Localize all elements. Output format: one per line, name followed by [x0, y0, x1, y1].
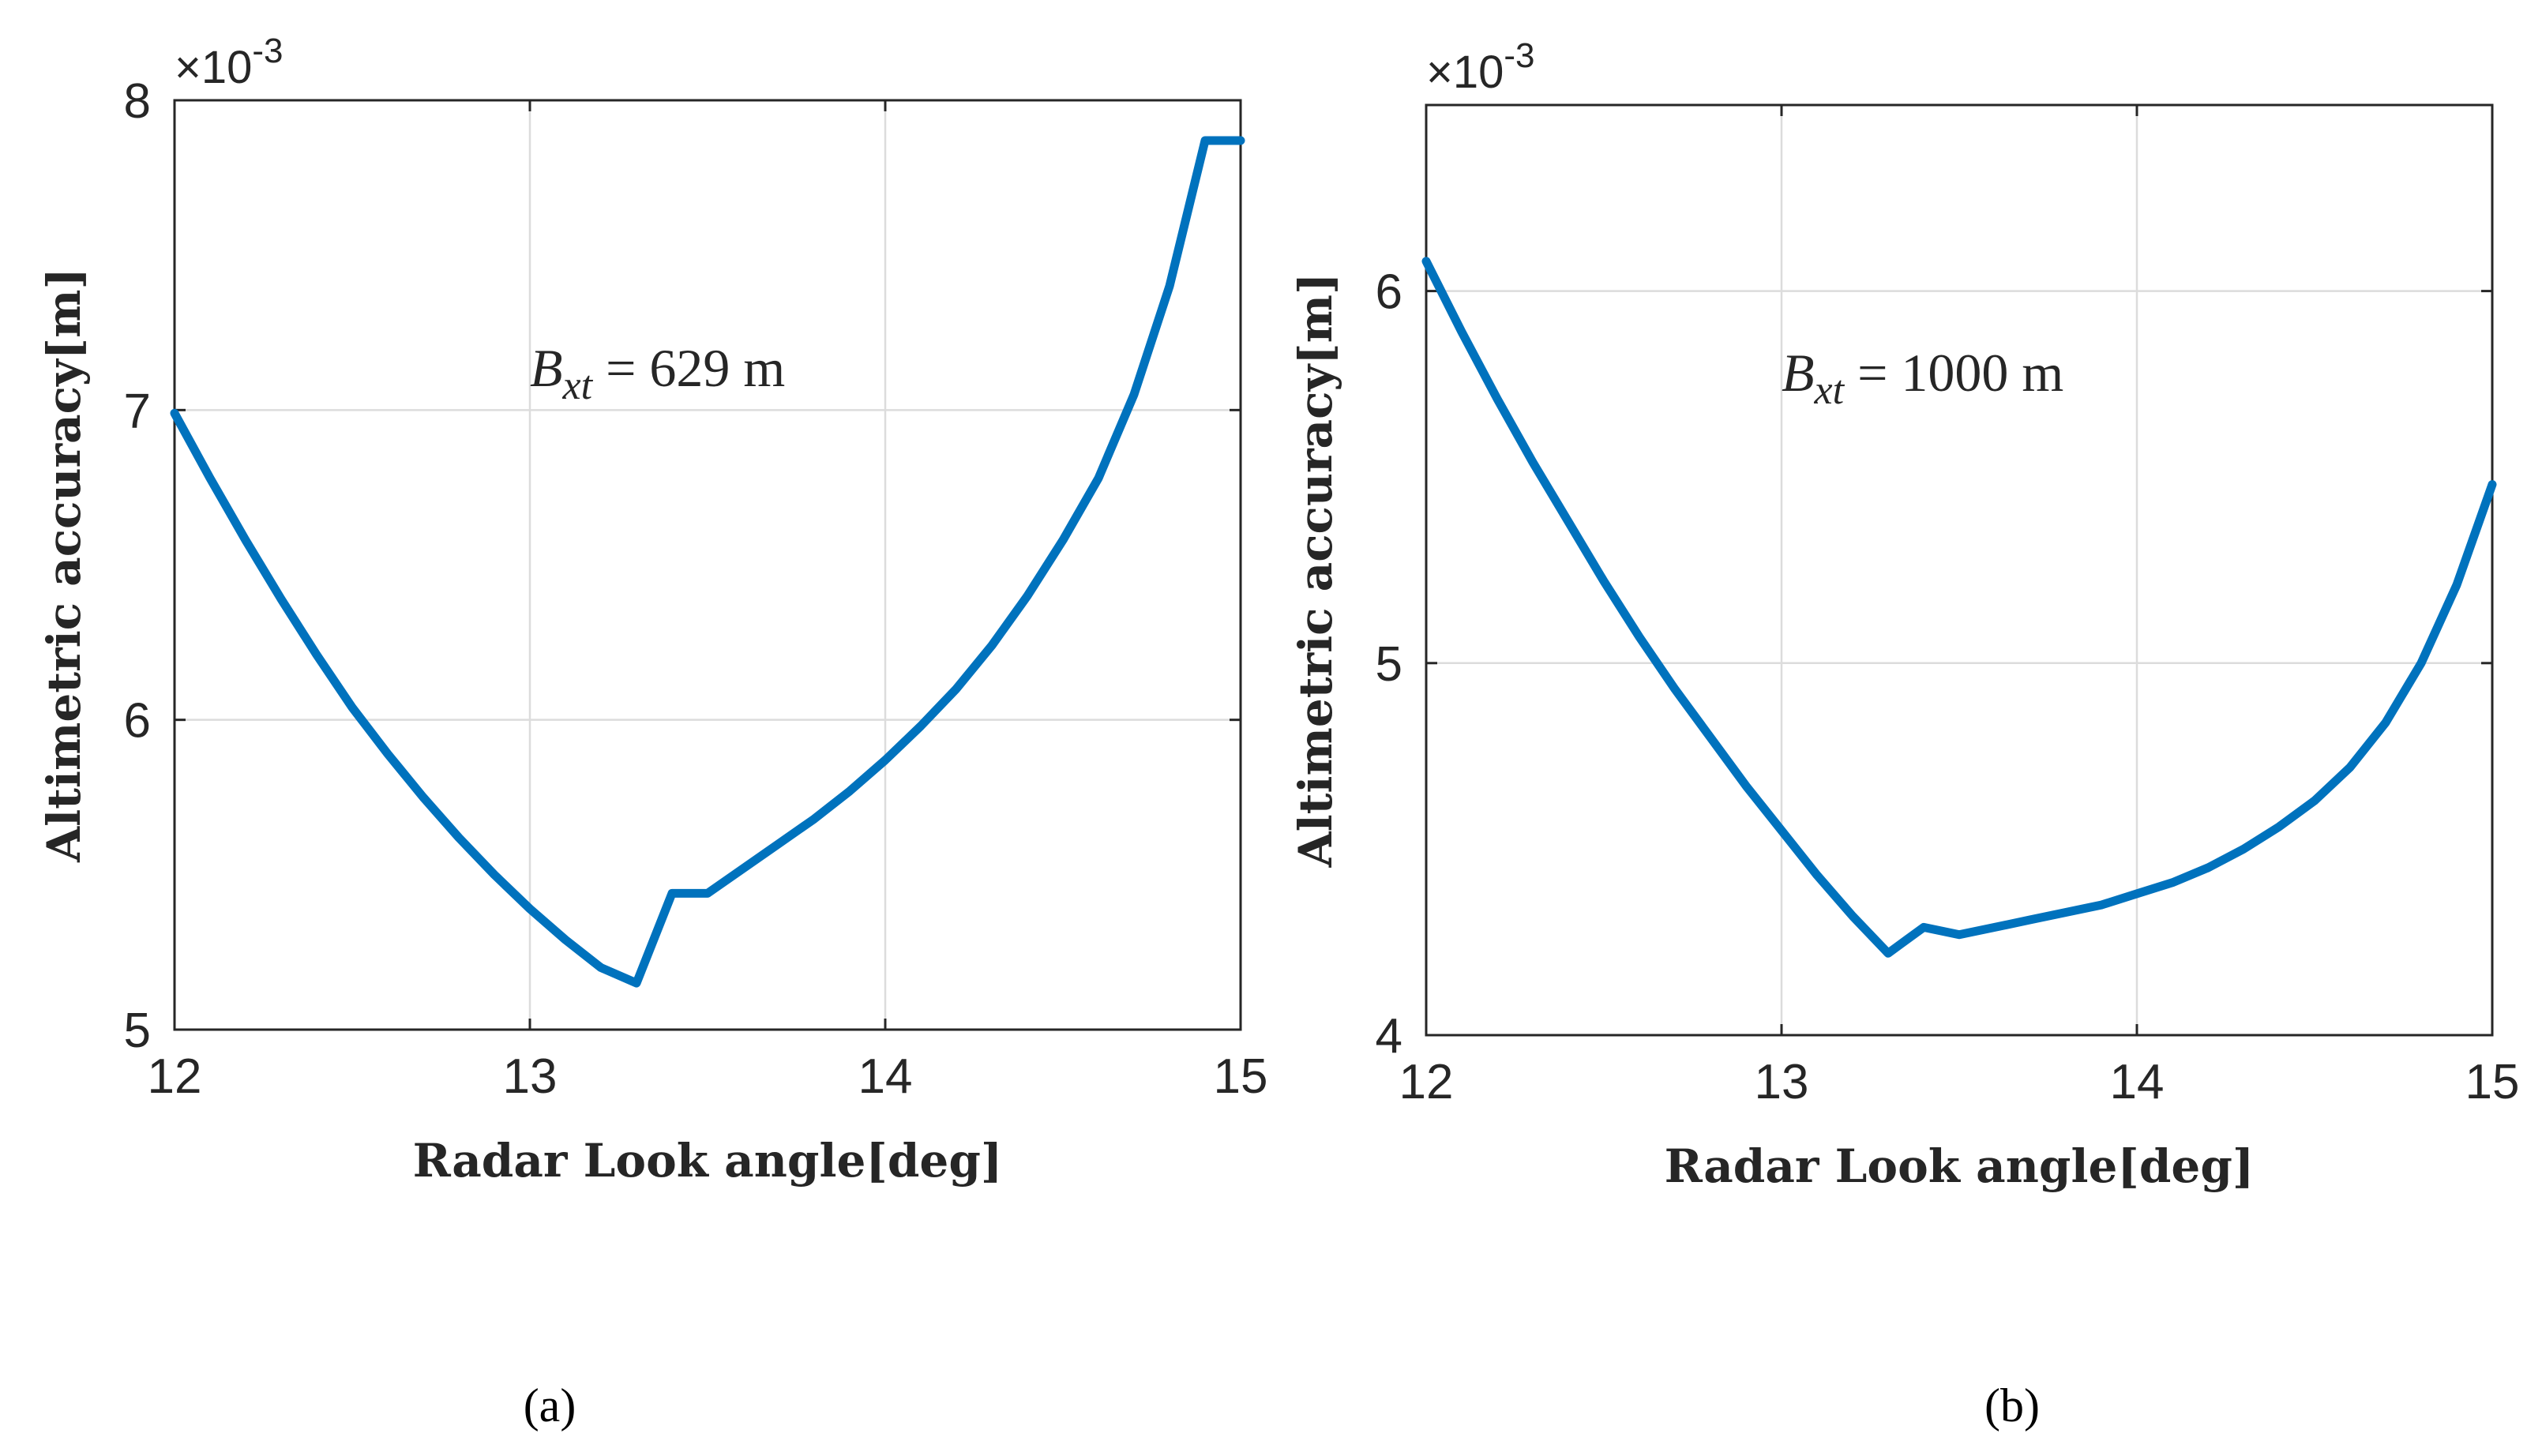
y-axis-label: Altimetric accuracy[m]	[1289, 273, 1342, 869]
y-tick-label: 5	[124, 1004, 151, 1058]
axes-box	[1425, 103, 2494, 1037]
y-tick-label: 7	[124, 384, 151, 438]
series-line	[1421, 257, 2497, 958]
x-tick-label: 12	[1399, 1055, 1454, 1109]
y-tick-label: 6	[1376, 265, 1402, 320]
series-line	[170, 136, 1245, 988]
x-tick-label: 14	[2110, 1055, 2165, 1109]
plot-area	[1426, 105, 2492, 1035]
x-axis-label: Radar Look angle[deg]	[1665, 1139, 2255, 1193]
plot-area	[175, 100, 1241, 1030]
axis-multiplier: ×10-3	[175, 32, 283, 93]
chart-panel-a: 12 13 14 15 5 6 7 8 ×10-3 Radar Look angle[deg] Al…	[37, 32, 1267, 1432]
y-tick-label: 5	[1376, 637, 1402, 692]
axis-multiplier: ×10-3	[1426, 36, 1535, 98]
x-tick-label: 14	[858, 1049, 913, 1104]
x-axis-label: Radar Look angle[deg]	[413, 1134, 1003, 1188]
y-tick-label: 8	[124, 74, 151, 129]
annotation: Bxt = 629 m	[530, 338, 785, 408]
panel-label: (b)	[1984, 1379, 2040, 1432]
axes-box	[173, 99, 1242, 1031]
panel-label: (a)	[524, 1379, 576, 1432]
y-tick-label: 6	[124, 694, 151, 749]
chart-panel-b: 12 13 14 15 4 5 6 ×10-3 Radar Look angle[deg] Alt…	[1289, 36, 2519, 1432]
x-tick-label: 13	[503, 1049, 558, 1104]
x-tick-label: 12	[148, 1049, 202, 1104]
x-tick-label: 15	[2465, 1055, 2520, 1109]
x-tick-label: 13	[1755, 1055, 1809, 1109]
y-axis-label: Altimetric accuracy[m]	[37, 268, 91, 863]
x-tick-label: 15	[1214, 1049, 1268, 1104]
annotation: Bxt = 1000 m	[1782, 343, 2063, 413]
y-tick-label: 4	[1376, 1009, 1402, 1064]
